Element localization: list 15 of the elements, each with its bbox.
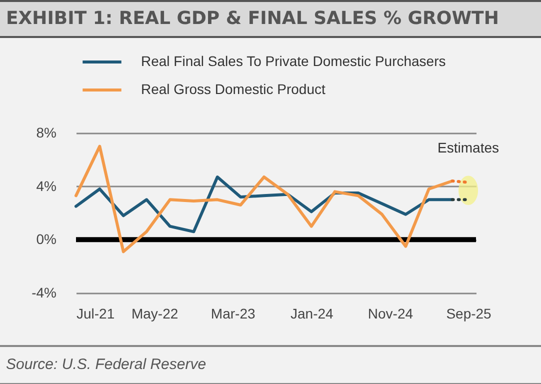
y-tick-label: 0%: [36, 231, 56, 248]
x-tick-label: May-22: [131, 306, 178, 322]
y-tick-label: 8%: [36, 124, 56, 140]
y-tick-label: -4%: [32, 284, 56, 300]
legend-label: Real Final Sales To Private Domestic Purchasers: [141, 53, 446, 69]
chart-title: EXHIBIT 1: REAL GDP & FINAL SALES % GROWTH: [0, 0, 541, 38]
source-note: Source: U.S. Federal Reserve: [0, 345, 541, 384]
x-tick-label: Nov-24: [368, 306, 414, 322]
annotation: Estimates: [438, 139, 500, 156]
y-tick-label: 4%: [36, 178, 56, 194]
x-tick-label: Jan-24: [290, 306, 334, 322]
legend-label: Real Gross Domestic Product: [141, 81, 326, 97]
x-tick-label: Jul-21: [76, 306, 115, 322]
x-tick-label: Sep-25: [446, 306, 492, 322]
x-tick-label: Mar-23: [210, 306, 256, 322]
